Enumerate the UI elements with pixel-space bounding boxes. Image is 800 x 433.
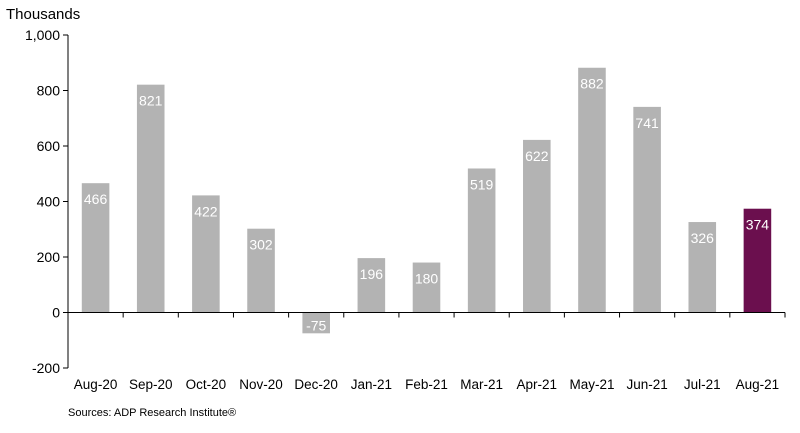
bar-aug-20 [81,183,110,313]
data-label: 180 [415,271,439,287]
x-tick-label: Apr-21 [517,377,558,392]
bars: 466 821 422 302 -75 196 180 519 622 882 741 326 374 [81,67,772,334]
x-tick-label: Sep-20 [129,377,173,392]
data-label: 466 [84,191,108,207]
y-tick-label: 400 [37,194,61,210]
bar-jul-21 [688,222,717,313]
bar-may-21 [578,67,606,313]
bar-mar-21 [467,168,496,313]
y-axis-unit-label: Thousands [6,6,80,23]
bar-oct-20 [192,195,220,313]
x-axis: Aug-20 Sep-20 Oct-20 Nov-20 Dec-20 Jan-21 Feb-… [67,312,786,392]
x-tick-label: Jul-21 [684,377,721,392]
data-label: 374 [746,217,770,233]
bar-aug-21 [743,208,772,313]
data-label: -75 [306,317,326,333]
x-tick-label: Aug-21 [736,377,780,392]
data-label: 882 [580,76,604,92]
x-tick-label: Dec-20 [294,377,338,392]
x-tick-label: Feb-21 [405,377,448,392]
data-label: 821 [139,93,163,109]
bar-apr-21 [523,139,551,313]
y-tick-label: 0 [52,305,60,321]
data-label: 422 [194,203,218,219]
data-label: 622 [525,148,549,164]
data-label: 196 [360,266,384,282]
y-axis: -200 0 200 400 600 800 1,000 [25,27,68,376]
x-tick-label: Jun-21 [626,377,667,392]
data-label: 519 [470,176,494,192]
data-label: 302 [249,237,273,253]
data-label: 326 [691,230,715,246]
y-tick-label: 600 [37,138,61,154]
bar-feb-21 [412,262,441,313]
data-label: 741 [635,115,659,131]
y-tick-label: -200 [32,360,60,376]
bar-jun-21 [633,106,661,313]
x-tick-label: Jan-21 [351,377,392,392]
x-tick-label: Oct-20 [186,377,227,392]
bar-dec-20 [302,312,330,334]
bar-nov-20 [247,228,275,313]
x-tick-label: Aug-20 [74,377,118,392]
x-tick-label: May-21 [569,377,614,392]
y-tick-label: 1,000 [25,27,60,43]
bar-sep-20 [136,84,165,313]
y-tick-label: 800 [37,83,61,99]
x-tick-label: Mar-21 [460,377,503,392]
bar-jan-21 [357,258,386,313]
x-tick-label: Nov-20 [239,377,283,392]
source-note: Sources: ADP Research Institute® [68,407,236,419]
y-tick-label: 200 [37,249,61,265]
